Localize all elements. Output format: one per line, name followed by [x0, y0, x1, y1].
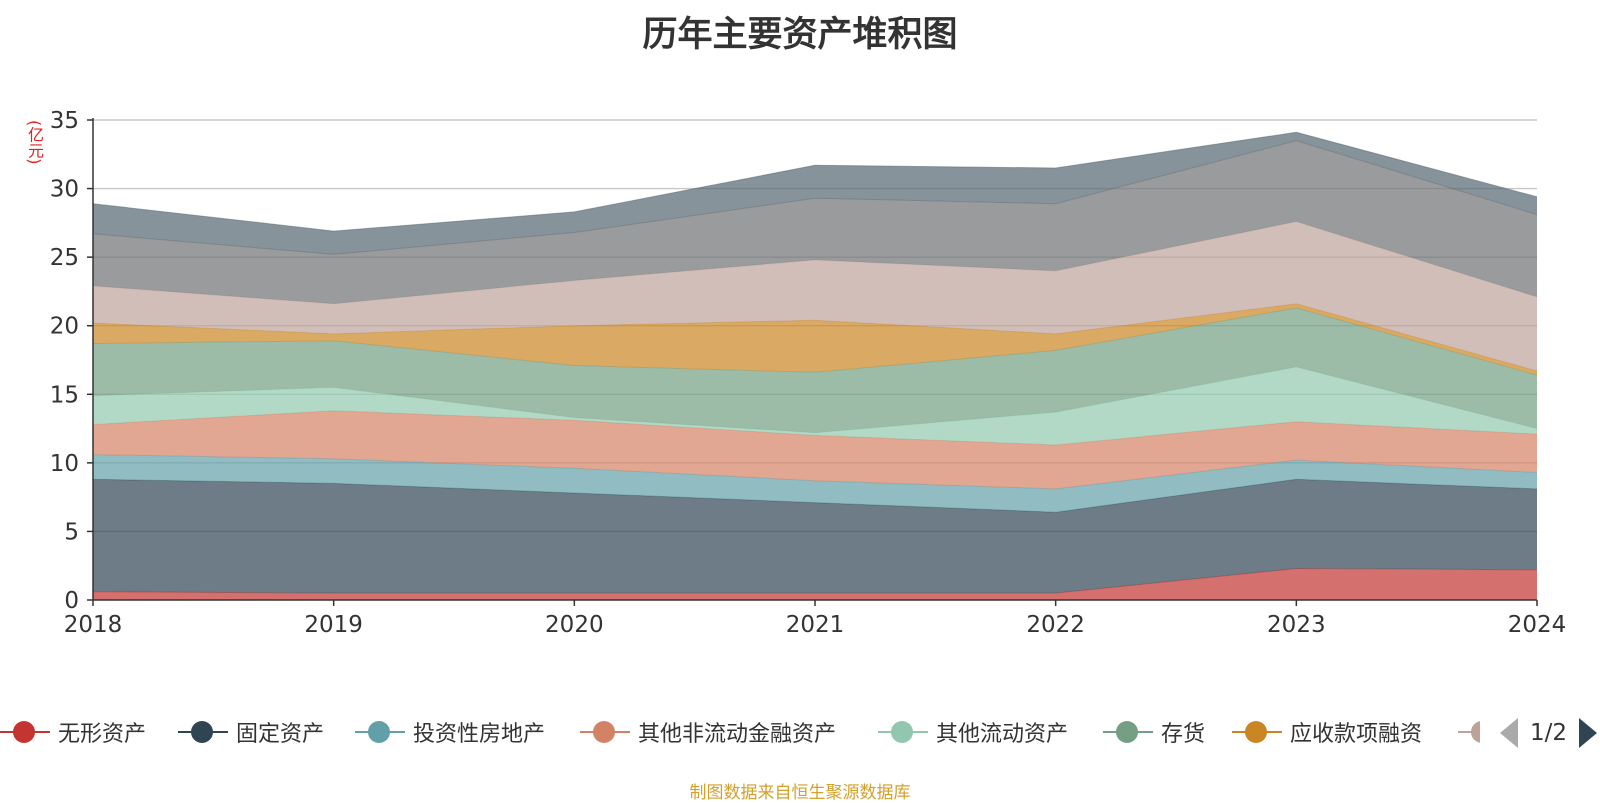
area-series-6	[93, 303, 1537, 376]
legend-item-6[interactable]: 应收款项融资	[1232, 712, 1422, 752]
legend-label: 其他流动资产	[936, 722, 1069, 747]
stacked-area-chart: 0 5 10 15 20 25 30 35 2018 2019 2020 2021 2022 2023 20…	[50, 108, 1567, 638]
legend-next-page-icon[interactable]	[1579, 718, 1598, 748]
area-series-8	[93, 140, 1537, 304]
area-series-0	[93, 568, 1537, 600]
area-series-7	[93, 221, 1537, 371]
legend-marker-icon	[1458, 720, 1480, 744]
area-series-edge-9	[92, 131, 1538, 232]
legend-marker-icon	[1103, 720, 1153, 744]
legend-item-3[interactable]: 其他非流动金融资产	[580, 712, 836, 752]
legend-label: 其他非流动金融资产	[638, 722, 837, 747]
x-tick-label-2: 2020	[545, 612, 604, 638]
chart-title: 历年主要资产堆积图	[642, 15, 958, 55]
area-series-2	[93, 454, 1537, 513]
y-tick-label-4: 20	[50, 314, 79, 340]
legend-item-4[interactable]: 其他流动资产	[878, 712, 1068, 752]
axes: 0 5 10 15 20 25 30 35 2018 2019 2020 2021 2022 2023 20…	[50, 108, 1567, 638]
y-tick-label-1: 5	[64, 519, 79, 545]
legend-label: 无形资产	[58, 722, 147, 747]
area-series-5	[93, 307, 1537, 433]
area-series-3	[93, 410, 1537, 489]
area-series-9	[93, 132, 1537, 255]
y-tick-label-2: 10	[50, 451, 79, 477]
legend-label: 存货	[1161, 722, 1206, 747]
x-tick-label-3: 2021	[786, 612, 845, 638]
legend-marker-icon	[580, 720, 630, 744]
legend-item-0[interactable]: 无形资产	[0, 712, 146, 752]
y-tick-label-0: 0	[64, 588, 79, 614]
legend-label: 固定资产	[236, 722, 325, 747]
y-tick-label-6: 30	[50, 177, 79, 203]
legend-item-1[interactable]: 固定资产	[178, 712, 324, 752]
legend-prev-page-icon[interactable]	[1500, 718, 1518, 748]
x-tick-label-6: 2024	[1508, 612, 1567, 638]
legend-marker-icon	[355, 720, 405, 744]
data-source-note: 制图数据来自恒生聚源数据库	[689, 783, 911, 803]
y-tick-label-7: 35	[50, 108, 79, 134]
y-tick-label-3: 15	[50, 382, 79, 408]
legend-pager: 1/2	[1500, 716, 1598, 750]
y-tick-label-5: 25	[50, 245, 79, 271]
legend-item-clipped[interactable]	[1458, 712, 1480, 752]
area-series-1	[93, 479, 1537, 594]
x-tick-label-4: 2022	[1026, 612, 1085, 638]
legend-marker-icon	[1232, 720, 1282, 744]
area-series-group	[92, 131, 1538, 600]
legend-item-5[interactable]: 存货	[1103, 712, 1205, 752]
legend-page-indicator: 1/2	[1530, 720, 1568, 746]
legend-label: 应收款项融资	[1290, 722, 1423, 747]
x-tick-label-1: 2019	[304, 612, 363, 638]
area-series-4	[93, 366, 1537, 445]
legend-marker-icon	[878, 720, 928, 744]
legend-item-2[interactable]: 投资性房地产	[355, 712, 545, 752]
legend-label: 投资性房地产	[413, 722, 546, 747]
x-tick-label-0: 2018	[64, 612, 123, 638]
legend-marker-icon	[178, 720, 228, 744]
chart-legend: 无形资产 固定资产 投资性房地产 其他非流动金融资产 其他流动资产 存货 应收款项融资	[0, 712, 1600, 752]
x-tick-label-5: 2023	[1267, 612, 1326, 638]
y-axis-unit-label: (亿元)	[25, 120, 44, 165]
legend-marker-icon	[0, 720, 50, 744]
